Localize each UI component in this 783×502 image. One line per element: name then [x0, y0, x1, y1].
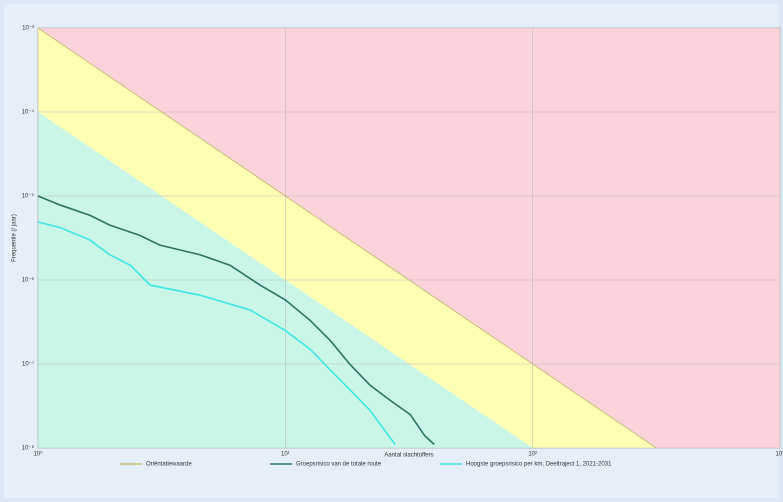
legend-label: Hoogste groepsrisico per km, Deeltraject… [466, 462, 612, 468]
y-tick-label: 10⁻³ [22, 26, 34, 32]
series-line [37, 27, 657, 449]
legend-label: Oriëntatiewaarde [146, 462, 192, 468]
y-tick-label: 10⁻⁵ [22, 193, 35, 200]
x-tick-label: 10³ [776, 452, 783, 458]
y-tick-label: 10⁻⁸ [22, 445, 35, 452]
x-tick-label: 10² [528, 452, 537, 458]
x-tick-label: 10¹ [281, 452, 290, 458]
y-axis-label: Frequentie (/ jaar) [12, 214, 18, 262]
series-line [37, 221, 396, 445]
y-tick-label: 10⁻⁷ [22, 361, 34, 368]
series-line [37, 195, 435, 446]
zone-upper [38, 28, 780, 448]
y-tick-label: 10⁻⁴ [22, 109, 35, 116]
y-tick-label: 10⁻⁶ [22, 277, 35, 284]
x-axis-label: Aantal slachtoffers [384, 453, 433, 459]
legend-label: Groepsrisico van de totale route [296, 462, 382, 468]
x-tick-label: 10⁰ [33, 451, 43, 458]
